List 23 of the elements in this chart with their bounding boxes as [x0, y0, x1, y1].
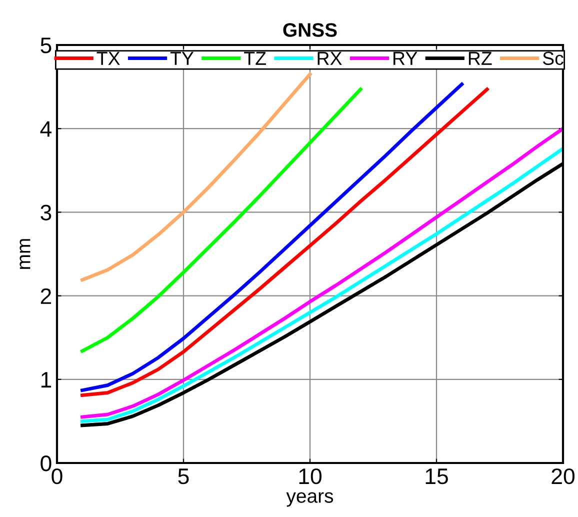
- x-tick-label: 15: [426, 468, 448, 484]
- chart-title: GNSS: [283, 23, 337, 37]
- legend-label: Sc: [542, 52, 564, 65]
- y-tick-label: 0: [40, 456, 52, 472]
- line-series: [80, 72, 312, 282]
- y-tick-label: 1: [41, 372, 52, 388]
- y-axis-title: mm: [20, 239, 30, 269]
- legend-label: TZ: [244, 52, 266, 65]
- legend-label: RZ: [468, 52, 492, 65]
- y-tick-label: 3: [40, 204, 52, 220]
- y-tick-label: 4: [40, 121, 52, 137]
- x-tick-label: 0: [52, 468, 62, 484]
- x-tick-label: 20: [552, 468, 574, 484]
- legend-label: TY: [170, 52, 194, 65]
- legend-label: RX: [318, 52, 342, 65]
- x-axis-title: years: [286, 492, 334, 507]
- x-tick-label: 5: [178, 468, 189, 484]
- y-tick-label: 5: [40, 38, 52, 54]
- legend-label: TX: [96, 52, 120, 65]
- line-series: [80, 88, 362, 353]
- legend-label: RY: [394, 52, 418, 65]
- x-tick-label: 10: [299, 468, 322, 484]
- y-tick-label: 2: [40, 288, 52, 304]
